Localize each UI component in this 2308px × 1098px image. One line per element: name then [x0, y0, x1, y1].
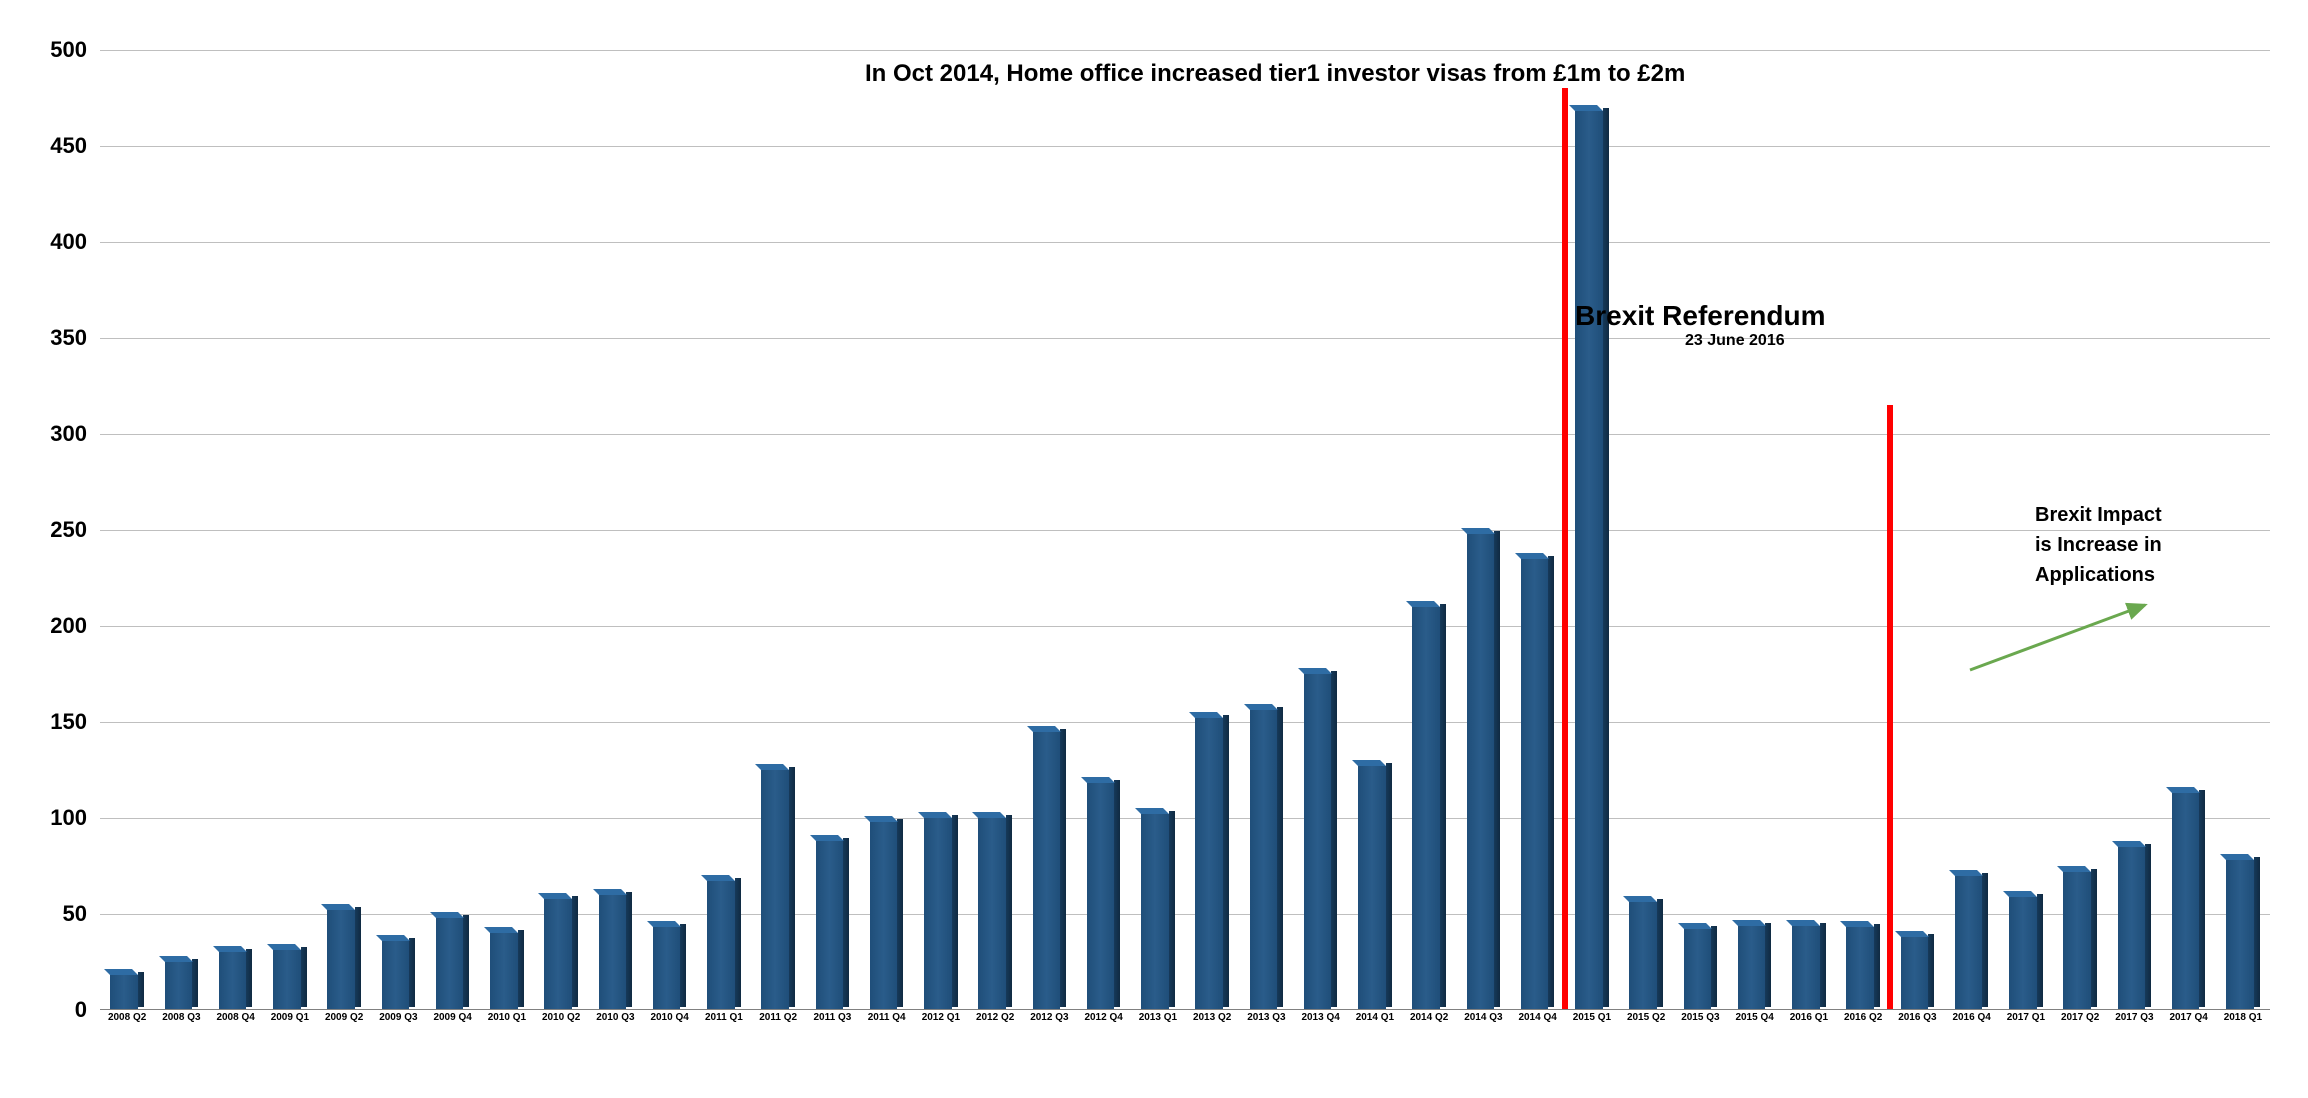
- x-tick-label: 2014 Q1: [1356, 1012, 1394, 1023]
- bar: [110, 975, 144, 1010]
- bar: [1141, 814, 1175, 1010]
- bar: [816, 841, 850, 1010]
- bar: [1304, 674, 1338, 1010]
- x-tick-label: 2014 Q2: [1410, 1012, 1448, 1023]
- bar: [1738, 926, 1772, 1010]
- x-tick-label: 2010 Q4: [650, 1012, 688, 1023]
- x-tick-label: 2008 Q4: [216, 1012, 254, 1023]
- x-tick-label: 2012 Q4: [1084, 1012, 1122, 1023]
- bars-layer: [100, 50, 2270, 1010]
- bar: [2226, 860, 2260, 1010]
- bar: [1684, 929, 1718, 1010]
- y-tick-label: 500: [50, 37, 87, 63]
- y-axis-labels: 050100150200250300350400450500: [20, 50, 95, 1010]
- bar: [1901, 937, 1935, 1010]
- y-tick-label: 250: [50, 517, 87, 543]
- x-tick-label: 2009 Q4: [433, 1012, 471, 1023]
- x-tick-label: 2017 Q2: [2061, 1012, 2099, 1023]
- bar: [382, 941, 416, 1010]
- x-tick-label: 2013 Q2: [1193, 1012, 1231, 1023]
- bar: [1195, 718, 1229, 1010]
- x-tick-label: 2008 Q2: [108, 1012, 146, 1023]
- bar: [1467, 534, 1501, 1010]
- bar: [924, 818, 958, 1010]
- bar: [165, 962, 199, 1010]
- bar: [1087, 783, 1121, 1010]
- x-tick-label: 2011 Q4: [868, 1012, 906, 1023]
- x-tick-label: 2014 Q4: [1518, 1012, 1556, 1023]
- x-tick-label: 2012 Q2: [976, 1012, 1014, 1023]
- bar: [1412, 607, 1446, 1010]
- bar: [1033, 732, 1067, 1010]
- x-tick-label: 2009 Q2: [325, 1012, 363, 1023]
- x-tick-label: 2015 Q3: [1681, 1012, 1719, 1023]
- bar: [599, 895, 633, 1010]
- x-tick-label: 2013 Q4: [1301, 1012, 1339, 1023]
- x-tick-label: 2012 Q3: [1030, 1012, 1068, 1023]
- x-tick-label: 2017 Q3: [2115, 1012, 2153, 1023]
- y-tick-label: 50: [63, 901, 87, 927]
- y-tick-label: 350: [50, 325, 87, 351]
- bar: [1358, 766, 1392, 1010]
- x-tick-label: 2011 Q1: [705, 1012, 743, 1023]
- x-tick-label: 2015 Q4: [1735, 1012, 1773, 1023]
- bar: [1792, 926, 1826, 1010]
- bar: [1250, 710, 1284, 1010]
- x-tick-label: 2017 Q1: [2007, 1012, 2045, 1023]
- bar: [1521, 559, 1555, 1010]
- bar: [2063, 872, 2097, 1010]
- x-tick-label: 2016 Q3: [1898, 1012, 1936, 1023]
- bar: [219, 952, 253, 1010]
- y-tick-label: 0: [75, 997, 87, 1023]
- bar: [490, 933, 524, 1010]
- y-tick-label: 450: [50, 133, 87, 159]
- x-tick-label: 2010 Q2: [542, 1012, 580, 1023]
- x-tick-label: 2013 Q3: [1247, 1012, 1285, 1023]
- bar: [544, 899, 578, 1010]
- bar: [761, 770, 795, 1010]
- x-tick-label: 2018 Q1: [2224, 1012, 2262, 1023]
- bar: [2118, 847, 2152, 1010]
- bar: [436, 918, 470, 1010]
- x-tick-label: 2016 Q2: [1844, 1012, 1882, 1023]
- y-tick-label: 150: [50, 709, 87, 735]
- bar: [870, 822, 904, 1010]
- bar: [1575, 111, 1609, 1010]
- bar: [653, 927, 687, 1010]
- x-tick-label: 2010 Q1: [488, 1012, 526, 1023]
- x-tick-label: 2015 Q1: [1573, 1012, 1611, 1023]
- bar: [1629, 902, 1663, 1010]
- x-tick-label: 2009 Q1: [271, 1012, 309, 1023]
- bar: [1955, 876, 1989, 1010]
- bar: [978, 818, 1012, 1010]
- bar: [2009, 897, 2043, 1010]
- y-tick-label: 100: [50, 805, 87, 831]
- bar: [1846, 927, 1880, 1010]
- x-tick-label: 2013 Q1: [1139, 1012, 1177, 1023]
- bar: [707, 881, 741, 1010]
- plot-area: In Oct 2014, Home office increased tier1…: [100, 50, 2270, 1010]
- y-tick-label: 300: [50, 421, 87, 447]
- x-tick-label: 2011 Q2: [759, 1012, 797, 1023]
- x-tick-label: 2015 Q2: [1627, 1012, 1665, 1023]
- bar: [273, 950, 307, 1010]
- chart-container: 0 50 100 150 200 250 300 350 400 450 500 In Oct 20…: [20, 20, 2288, 1078]
- bar: [2172, 793, 2206, 1010]
- y-tick-label: 200: [50, 613, 87, 639]
- x-tick-label: 2012 Q1: [922, 1012, 960, 1023]
- x-tick-label: 2009 Q3: [379, 1012, 417, 1023]
- x-tick-label: 2008 Q3: [162, 1012, 200, 1023]
- x-tick-label: 2014 Q3: [1464, 1012, 1502, 1023]
- x-tick-label: 2016 Q4: [1952, 1012, 1990, 1023]
- bar: [327, 910, 361, 1010]
- x-tick-label: 2010 Q3: [596, 1012, 634, 1023]
- x-tick-label: 2017 Q4: [2169, 1012, 2207, 1023]
- x-tick-label: 2016 Q1: [1790, 1012, 1828, 1023]
- y-tick-label: 400: [50, 229, 87, 255]
- x-tick-label: 2011 Q3: [813, 1012, 851, 1023]
- x-axis-labels: 2008 Q2 2008 Q3 2008 Q4 2009 Q1 2009 Q2 2009 …: [100, 1010, 2270, 1030]
